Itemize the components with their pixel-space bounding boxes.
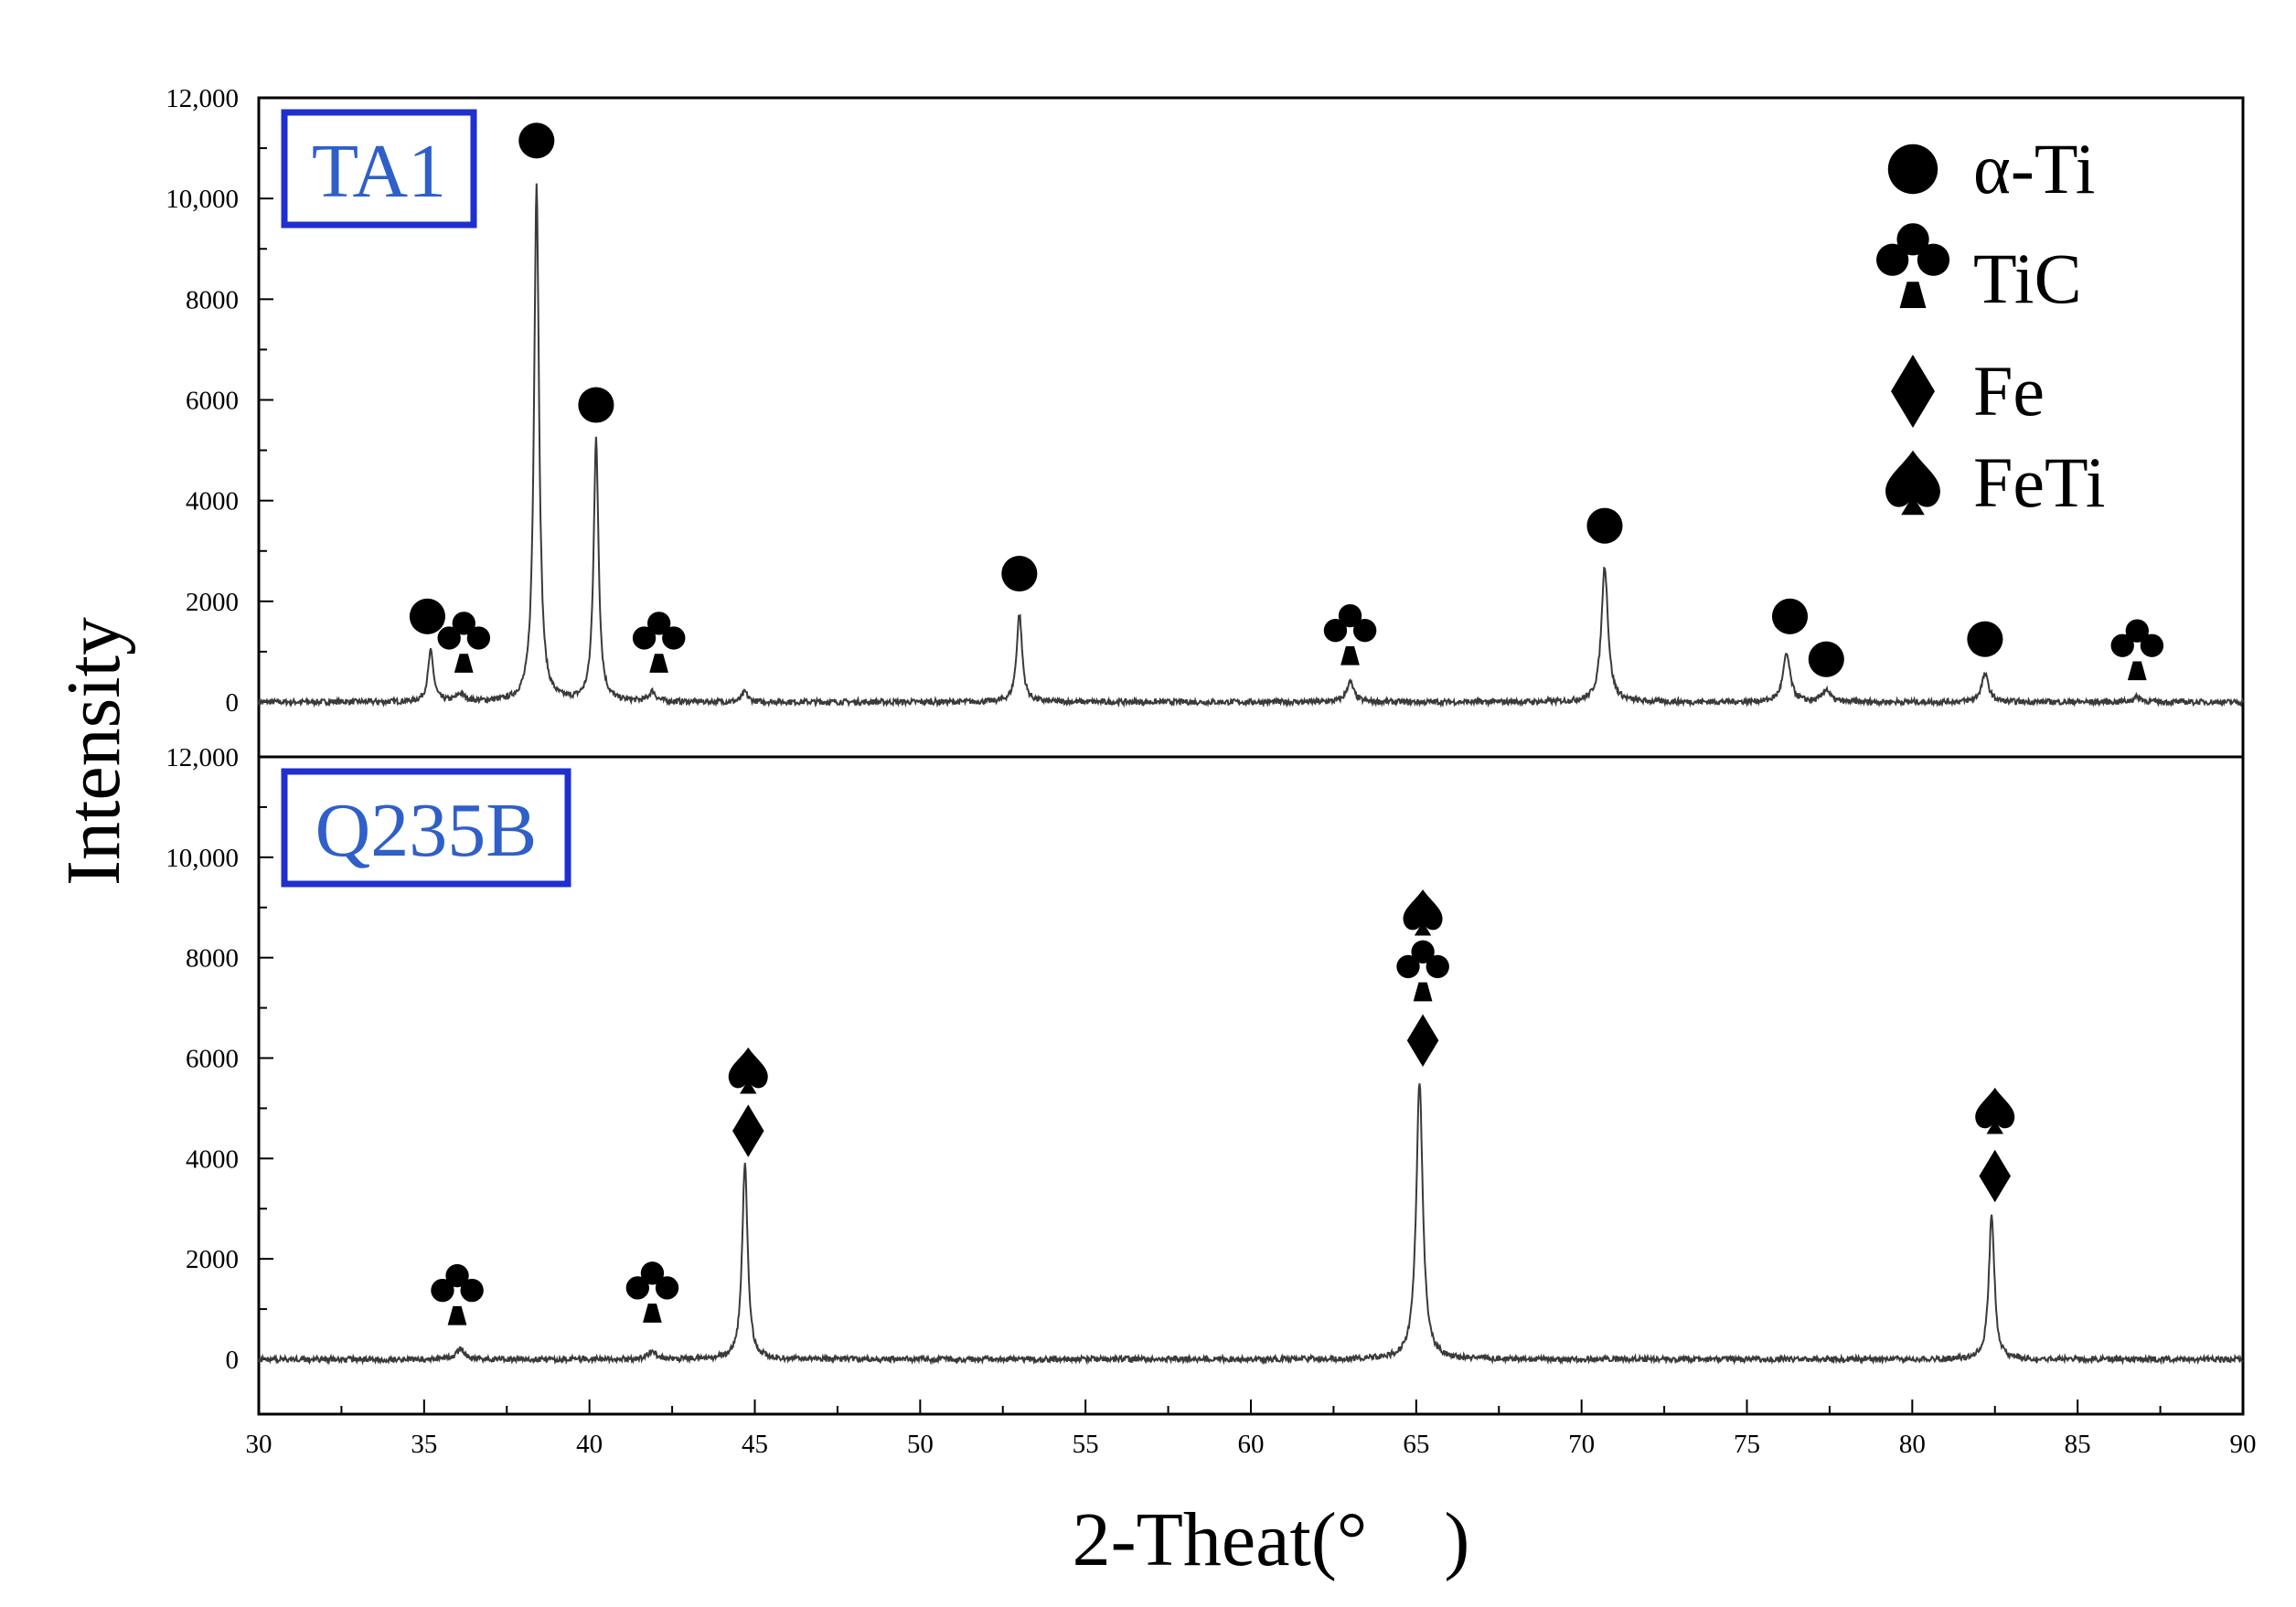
y-tick-label: 0: [226, 688, 240, 718]
spade-peak-marker: [1403, 889, 1443, 936]
legend-label: α-Ti: [1973, 129, 2095, 208]
sample-label: TA1: [312, 129, 446, 214]
circle-peak-marker: [1001, 555, 1038, 592]
sample-label: Q235B: [315, 788, 538, 873]
circle-peak-marker: [578, 387, 614, 423]
sample-label-box: [281, 109, 477, 229]
y-tick-label: 4000: [186, 487, 239, 516]
sample-label-box: [281, 768, 571, 888]
y-tick-label: 2000: [186, 588, 239, 617]
legend-circle-icon: [1887, 144, 1938, 195]
panel-ta1: 0 2000 4000 6000 8000 10,000 12,000 TA1: [166, 84, 2245, 759]
y-tick-label: 6000: [186, 1045, 239, 1074]
y-tick-label: 10,000: [166, 844, 239, 873]
y-tick-label: 4000: [186, 1144, 239, 1174]
y-tick-label: 12,000: [166, 743, 239, 772]
y-tick-label: 10,000: [166, 185, 239, 214]
club-peak-marker: [632, 612, 686, 673]
panel-frame: [257, 96, 2245, 759]
circle-peak-marker: [1808, 641, 1844, 677]
x-axis: 30 35 40 45 50 55 60 65 70 75 80 85 90: [246, 1399, 2257, 1459]
legend-label: Fe: [1973, 351, 2045, 431]
circle-peak-marker: [1586, 507, 1623, 544]
legend-label: TiC: [1973, 239, 2082, 318]
circle-peak-marker: [409, 598, 446, 634]
club-peak-marker: [437, 612, 491, 673]
series-line-ta1: [258, 183, 2244, 708]
x-tick-label: 90: [2230, 1430, 2257, 1459]
x-tick-label: 75: [1734, 1430, 1760, 1459]
circle-peak-marker: [1771, 598, 1809, 634]
legend: α-Ti TiC Fe FeTi: [1876, 129, 2106, 522]
y-axis-title: Intensity: [51, 617, 136, 886]
x-tick-label: 60: [1238, 1430, 1265, 1459]
legend-club-icon: [1876, 223, 1950, 308]
x-tick-label: 40: [576, 1430, 603, 1459]
x-tick-label: 50: [907, 1430, 934, 1459]
club-peak-marker: [431, 1263, 484, 1325]
x-tick-label: 85: [2065, 1430, 2091, 1459]
diamond-peak-marker: [732, 1104, 764, 1157]
y-tick-label: 0: [226, 1346, 240, 1375]
club-peak-marker: [1396, 940, 1449, 1002]
spade-peak-marker: [1975, 1087, 2015, 1134]
x-tick-label: 55: [1073, 1430, 1099, 1459]
x-tick-label: 70: [1568, 1430, 1595, 1459]
panel-q235b: 0 2000 4000 6000 8000 10,000 12,000 Q235B: [166, 743, 2245, 1416]
x-tick-label: 45: [742, 1430, 768, 1459]
series-line-q235b: [258, 1083, 2244, 1366]
club-peak-marker: [625, 1261, 679, 1323]
diamond-peak-marker: [1406, 1014, 1439, 1068]
y-tick-label: 8000: [186, 944, 239, 974]
club-peak-marker: [1323, 603, 1377, 665]
legend-spade-icon: [1885, 450, 1940, 516]
circle-peak-marker: [518, 122, 555, 159]
x-tick-label: 35: [411, 1430, 437, 1459]
x-axis-title: 2-Theat(° ): [1073, 1497, 1470, 1582]
y-tick-label: 12,000: [166, 84, 239, 113]
x-tick-label: 30: [246, 1430, 272, 1459]
legend-diamond-icon: [1891, 355, 1935, 428]
x-tick-label: 65: [1403, 1430, 1429, 1459]
legend-label: FeTi: [1973, 442, 2106, 522]
diamond-peak-marker: [1979, 1149, 2011, 1203]
club-peak-marker: [2110, 619, 2164, 681]
y-tick-label: 8000: [186, 285, 239, 314]
circle-peak-marker: [1967, 621, 2003, 657]
y-tick-label: 2000: [186, 1245, 239, 1274]
x-tick-label: 80: [1899, 1430, 1926, 1459]
spade-peak-marker: [728, 1047, 768, 1094]
panels-group: 0 2000 4000 6000 8000 10,000 12,000 TA1 0 2000 400…: [166, 84, 2245, 1416]
y-tick-label: 6000: [186, 387, 239, 416]
